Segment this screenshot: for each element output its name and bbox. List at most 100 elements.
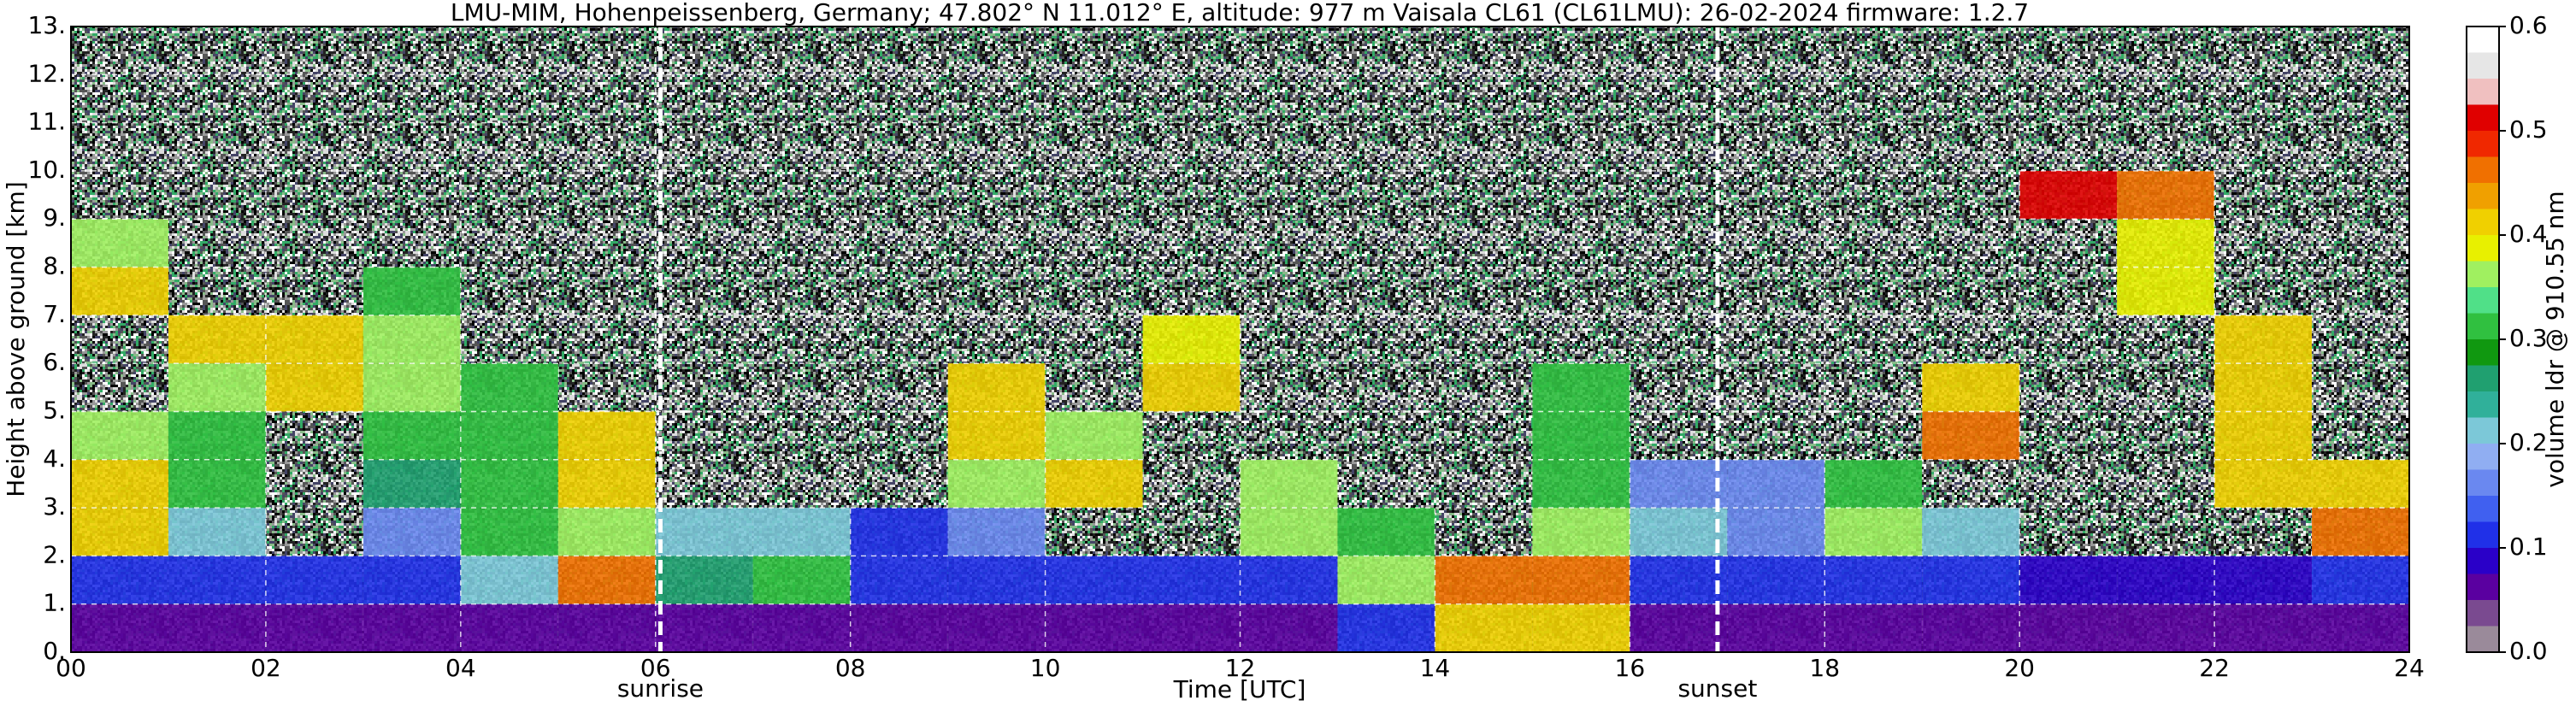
heatmap-cell [265,603,363,652]
colorbar-swatch [2467,209,2499,235]
heatmap-cell [460,556,558,604]
heatmap-cell [2117,556,2215,604]
heatmap-cell [2117,603,2215,652]
heatmap-cell [363,267,461,315]
heatmap-cell [265,556,363,604]
heatmap-cell [168,508,266,556]
heatmap-cell [1240,556,1338,604]
colorbar-swatch [2467,313,2499,339]
heatmap-cell [1337,556,1435,604]
heatmap-cell [1532,603,1630,652]
heatmap-cell [1142,603,1241,652]
heatmap-cell [1532,459,1630,509]
heatmap-cell [1922,508,2020,556]
heatmap-cell [1824,459,1923,509]
heatmap-cell [947,459,1046,509]
heatmap-cell [1337,508,1435,556]
heatmap-cell [557,459,656,509]
heatmap-cell [1045,603,1143,652]
heatmap-cell [557,411,656,460]
colorbar-swatch [2467,131,2499,157]
colorbar-swatch [2467,626,2499,652]
heatmap-cell [1045,411,1143,460]
x-tick-label: 12 [1225,654,1256,682]
heatmap-cell [2117,219,2215,268]
x-tick-label: 04 [445,654,476,682]
heatmap-cell [1532,363,1630,412]
heatmap-cell [71,508,168,556]
heatmap-cell [947,508,1046,556]
colorbar-swatch [2467,574,2499,600]
heatmap-cell [71,411,168,460]
annotation: sunrise [617,674,704,703]
heatmap-cell [1240,508,1338,556]
heatmap-cell [1630,603,1728,652]
colorbar-swatch [2467,261,2499,287]
x-axis-label: Time [UTC] [1173,675,1306,703]
heatmap-cell [363,508,461,556]
heatmap-cell [2019,603,2118,652]
heatmap-cell [1240,603,1338,652]
colorbar-swatch [2467,156,2499,183]
colorbar-swatch [2467,52,2499,79]
heatmap-cell [1727,556,1825,604]
heatmap-cell [460,603,558,652]
heatmap-cell [1532,556,1630,604]
colorbar-swatch [2467,365,2499,391]
heatmap-cell [752,603,851,652]
heatmap-cell [2117,267,2215,315]
heatmap-cell [460,363,558,412]
heatmap-cell [71,603,168,652]
colorbar-tick-label: 0.3 [2509,324,2548,352]
y-axis-label: Height above ground [km] [2,181,30,497]
heatmap-cell [2214,315,2313,364]
heatmap-cell [2214,556,2313,604]
heatmap-cell [1824,556,1923,604]
y-tick-label: 7. [43,300,66,328]
x-tick-label: 24 [2394,654,2425,682]
heatmap-cell [460,459,558,509]
heatmap-cell [947,363,1046,412]
heatmap-cell [655,508,753,556]
heatmap-cell [1922,411,2020,460]
heatmap-cell [557,556,656,604]
heatmap-cell [1142,315,1241,364]
heatmap-cell [1142,363,1241,412]
heatmap-cell [363,363,461,412]
colorbar-swatch [2467,496,2499,522]
heatmap-cell [850,603,948,652]
heatmap-cell [1824,603,1923,652]
y-tick-label: 3. [43,492,66,521]
heatmap-cell [1727,459,1825,509]
x-tick-label: 20 [2004,654,2035,682]
y-tick-label: 13. [27,11,66,39]
heatmap-cell [2214,363,2313,412]
heatmap-cell [71,459,168,509]
chart-title: LMU-MIM, Hohenpeissenberg, Germany; 47.8… [451,0,2029,26]
heatmap-cell [363,459,461,509]
heatmap-cell [168,603,266,652]
colorbar-swatch [2467,26,2499,53]
colorbar-tick-label: 0.2 [2509,428,2548,456]
heatmap-cell [752,508,851,556]
heatmap-cell [1922,363,2020,412]
heatmap-cell [1922,603,2020,652]
heatmap-cell [168,556,266,604]
heatmap-cell [752,556,851,604]
y-tick-label: 0. [43,637,66,665]
colorbar-swatch [2467,79,2499,105]
heatmap-cell [460,411,558,460]
heatmap-cell [168,459,266,509]
heatmap-cell [1727,603,1825,652]
heatmap-cell [1922,556,2020,604]
x-tick-label: 22 [2199,654,2230,682]
colorbar-swatch [2467,287,2499,314]
colorbar-swatch [2467,469,2499,496]
x-tick-label: 06 [640,654,671,682]
y-tick-label: 12. [27,59,66,87]
colorbar-tick-label: 0.6 [2509,11,2548,39]
heatmap-cell [265,315,363,364]
heatmap-cell [2312,508,2409,556]
y-tick-label: 2. [43,540,66,568]
